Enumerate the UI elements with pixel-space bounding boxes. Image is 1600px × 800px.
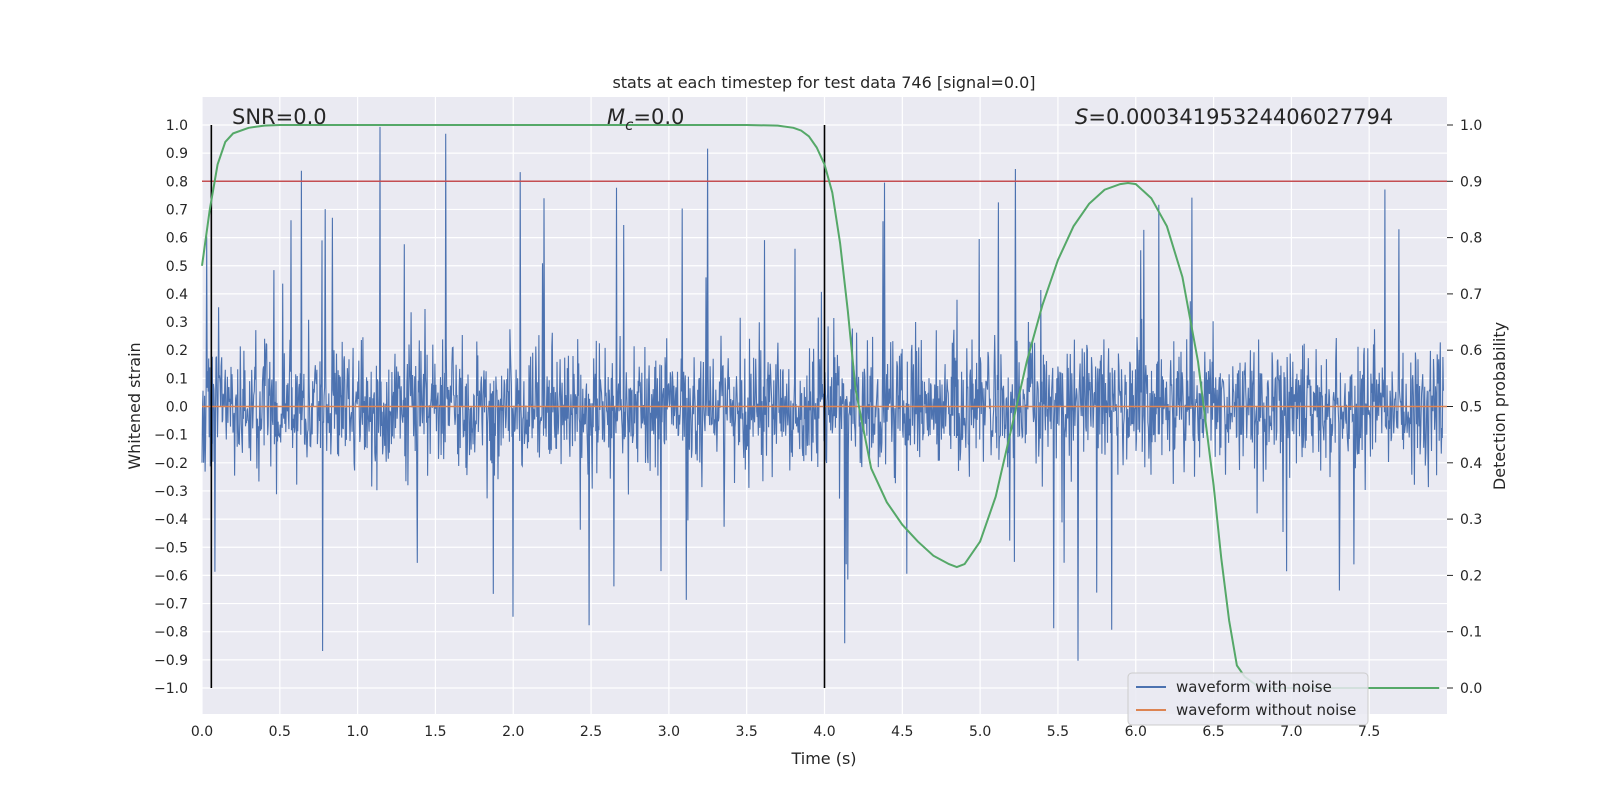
legend-box bbox=[1127, 672, 1369, 726]
x-tick-label: 2.5 bbox=[580, 724, 602, 740]
x-tick-label: 3.5 bbox=[736, 724, 758, 740]
y-left-tick-label: 0.6 bbox=[166, 231, 188, 247]
y-left-tick-label: 0.0 bbox=[166, 400, 188, 416]
y-right-tick-label: 1.0 bbox=[1460, 118, 1482, 134]
y-left-axis-title: Whitened strain bbox=[125, 342, 144, 469]
y-left-tick-label: −0.3 bbox=[154, 484, 188, 500]
y-left-tick-label: 0.8 bbox=[166, 174, 188, 190]
y-left-tick-label: 0.3 bbox=[166, 315, 188, 331]
mc-subscript: c bbox=[625, 116, 634, 134]
y-left-tick-labels: 1.0 0.9 0.8 0.7 0.6 0.5 0.4 0.3 0.2 0.1 0.0 −0.1 −0.… bbox=[154, 118, 188, 697]
snr-annotation: SNR=0.0 bbox=[232, 105, 327, 129]
y-right-tick-labels: 1.0 0.9 0.8 0.7 0.6 0.5 0.4 0.3 0.2 0.1 0.0 bbox=[1447, 118, 1482, 697]
x-tick-labels: 0.0 0.5 1.0 1.5 2.0 2.5 3.0 3.5 4.0 4.5 5.0 5.5 6.0 6… bbox=[191, 724, 1380, 740]
x-tick-label: 2.0 bbox=[502, 724, 524, 740]
s-annotation: S=0.00034195324406027794 bbox=[1075, 105, 1393, 129]
y-right-tick-label: 0.8 bbox=[1460, 231, 1482, 247]
y-right-tick-label: 0.5 bbox=[1460, 400, 1482, 416]
noise-path bbox=[201, 126, 1444, 661]
chart-title: stats at each timestep for test data 746… bbox=[612, 73, 1035, 92]
y-right-tick-label: 0.1 bbox=[1460, 625, 1482, 641]
x-tick-label: 7.5 bbox=[1358, 724, 1380, 740]
legend-label-waveform-with-noise: waveform with noise bbox=[1176, 678, 1332, 696]
x-tick-label: 5.5 bbox=[1047, 724, 1069, 740]
legend-label-waveform-without-noise: waveform without noise bbox=[1176, 701, 1356, 719]
y-right-tick-label: 0.6 bbox=[1460, 343, 1482, 359]
x-tick-label: 1.5 bbox=[424, 724, 446, 740]
x-tick-label: 4.5 bbox=[891, 724, 913, 740]
y-left-tick-label: −0.2 bbox=[154, 456, 188, 472]
x-tick-label: 0.5 bbox=[269, 724, 291, 740]
x-tick-label: 7.0 bbox=[1280, 724, 1302, 740]
x-tick-label: 4.0 bbox=[813, 724, 835, 740]
y-left-tick-label: 1.0 bbox=[166, 118, 188, 134]
x-tick-label: 3.0 bbox=[658, 724, 680, 740]
y-right-tick-label: 0.7 bbox=[1460, 287, 1482, 303]
y-left-tick-label: −0.8 bbox=[154, 625, 188, 641]
s-symbol: S bbox=[1075, 105, 1088, 129]
y-right-tick-label: 0.4 bbox=[1460, 456, 1482, 472]
series-waveform-with-noise bbox=[201, 126, 1444, 661]
s-value: =0.00034195324406027794 bbox=[1088, 105, 1393, 129]
x-tick-label: 6.0 bbox=[1125, 724, 1147, 740]
y-left-tick-label: −0.4 bbox=[154, 512, 188, 528]
x-tick-label: 0.0 bbox=[191, 724, 213, 740]
y-left-tick-label: 0.9 bbox=[166, 146, 188, 162]
y-left-tick-label: −0.5 bbox=[154, 540, 188, 556]
x-tick-label: 1.0 bbox=[346, 724, 368, 740]
y-left-tick-label: 0.1 bbox=[166, 371, 188, 387]
y-left-tick-label: −1.0 bbox=[154, 681, 188, 697]
y-left-tick-label: −0.7 bbox=[154, 597, 188, 613]
series-detection-probability bbox=[201, 124, 1440, 689]
y-right-tick-label: 0.3 bbox=[1460, 512, 1482, 528]
mc-symbol: M bbox=[607, 105, 625, 129]
y-right-tick-label: 0.0 bbox=[1460, 681, 1482, 697]
mc-value: =0.0 bbox=[633, 105, 684, 129]
y-left-tick-label: 0.2 bbox=[166, 343, 188, 359]
vertical-markers bbox=[210, 125, 826, 688]
x-axis-title: Time (s) bbox=[790, 749, 856, 768]
y-right-tick-label: 0.9 bbox=[1460, 174, 1482, 190]
mc-annotation: Mc=0.0 bbox=[607, 105, 684, 134]
y-left-tick-label: −0.6 bbox=[154, 568, 188, 584]
legend: waveform with noise waveform without noi… bbox=[1127, 672, 1369, 726]
y-left-tick-label: −0.9 bbox=[154, 653, 188, 669]
y-left-tick-label: 0.4 bbox=[166, 287, 188, 303]
x-tick-label: 6.5 bbox=[1202, 724, 1224, 740]
y-left-tick-label: 0.5 bbox=[166, 259, 188, 275]
x-tick-label: 5.0 bbox=[969, 724, 991, 740]
y-left-tick-label: −0.1 bbox=[154, 428, 188, 444]
y-left-tick-label: 0.7 bbox=[166, 202, 188, 218]
y-right-tick-label: 0.2 bbox=[1460, 568, 1482, 584]
y-right-axis-title: Detection probability bbox=[1490, 322, 1509, 490]
